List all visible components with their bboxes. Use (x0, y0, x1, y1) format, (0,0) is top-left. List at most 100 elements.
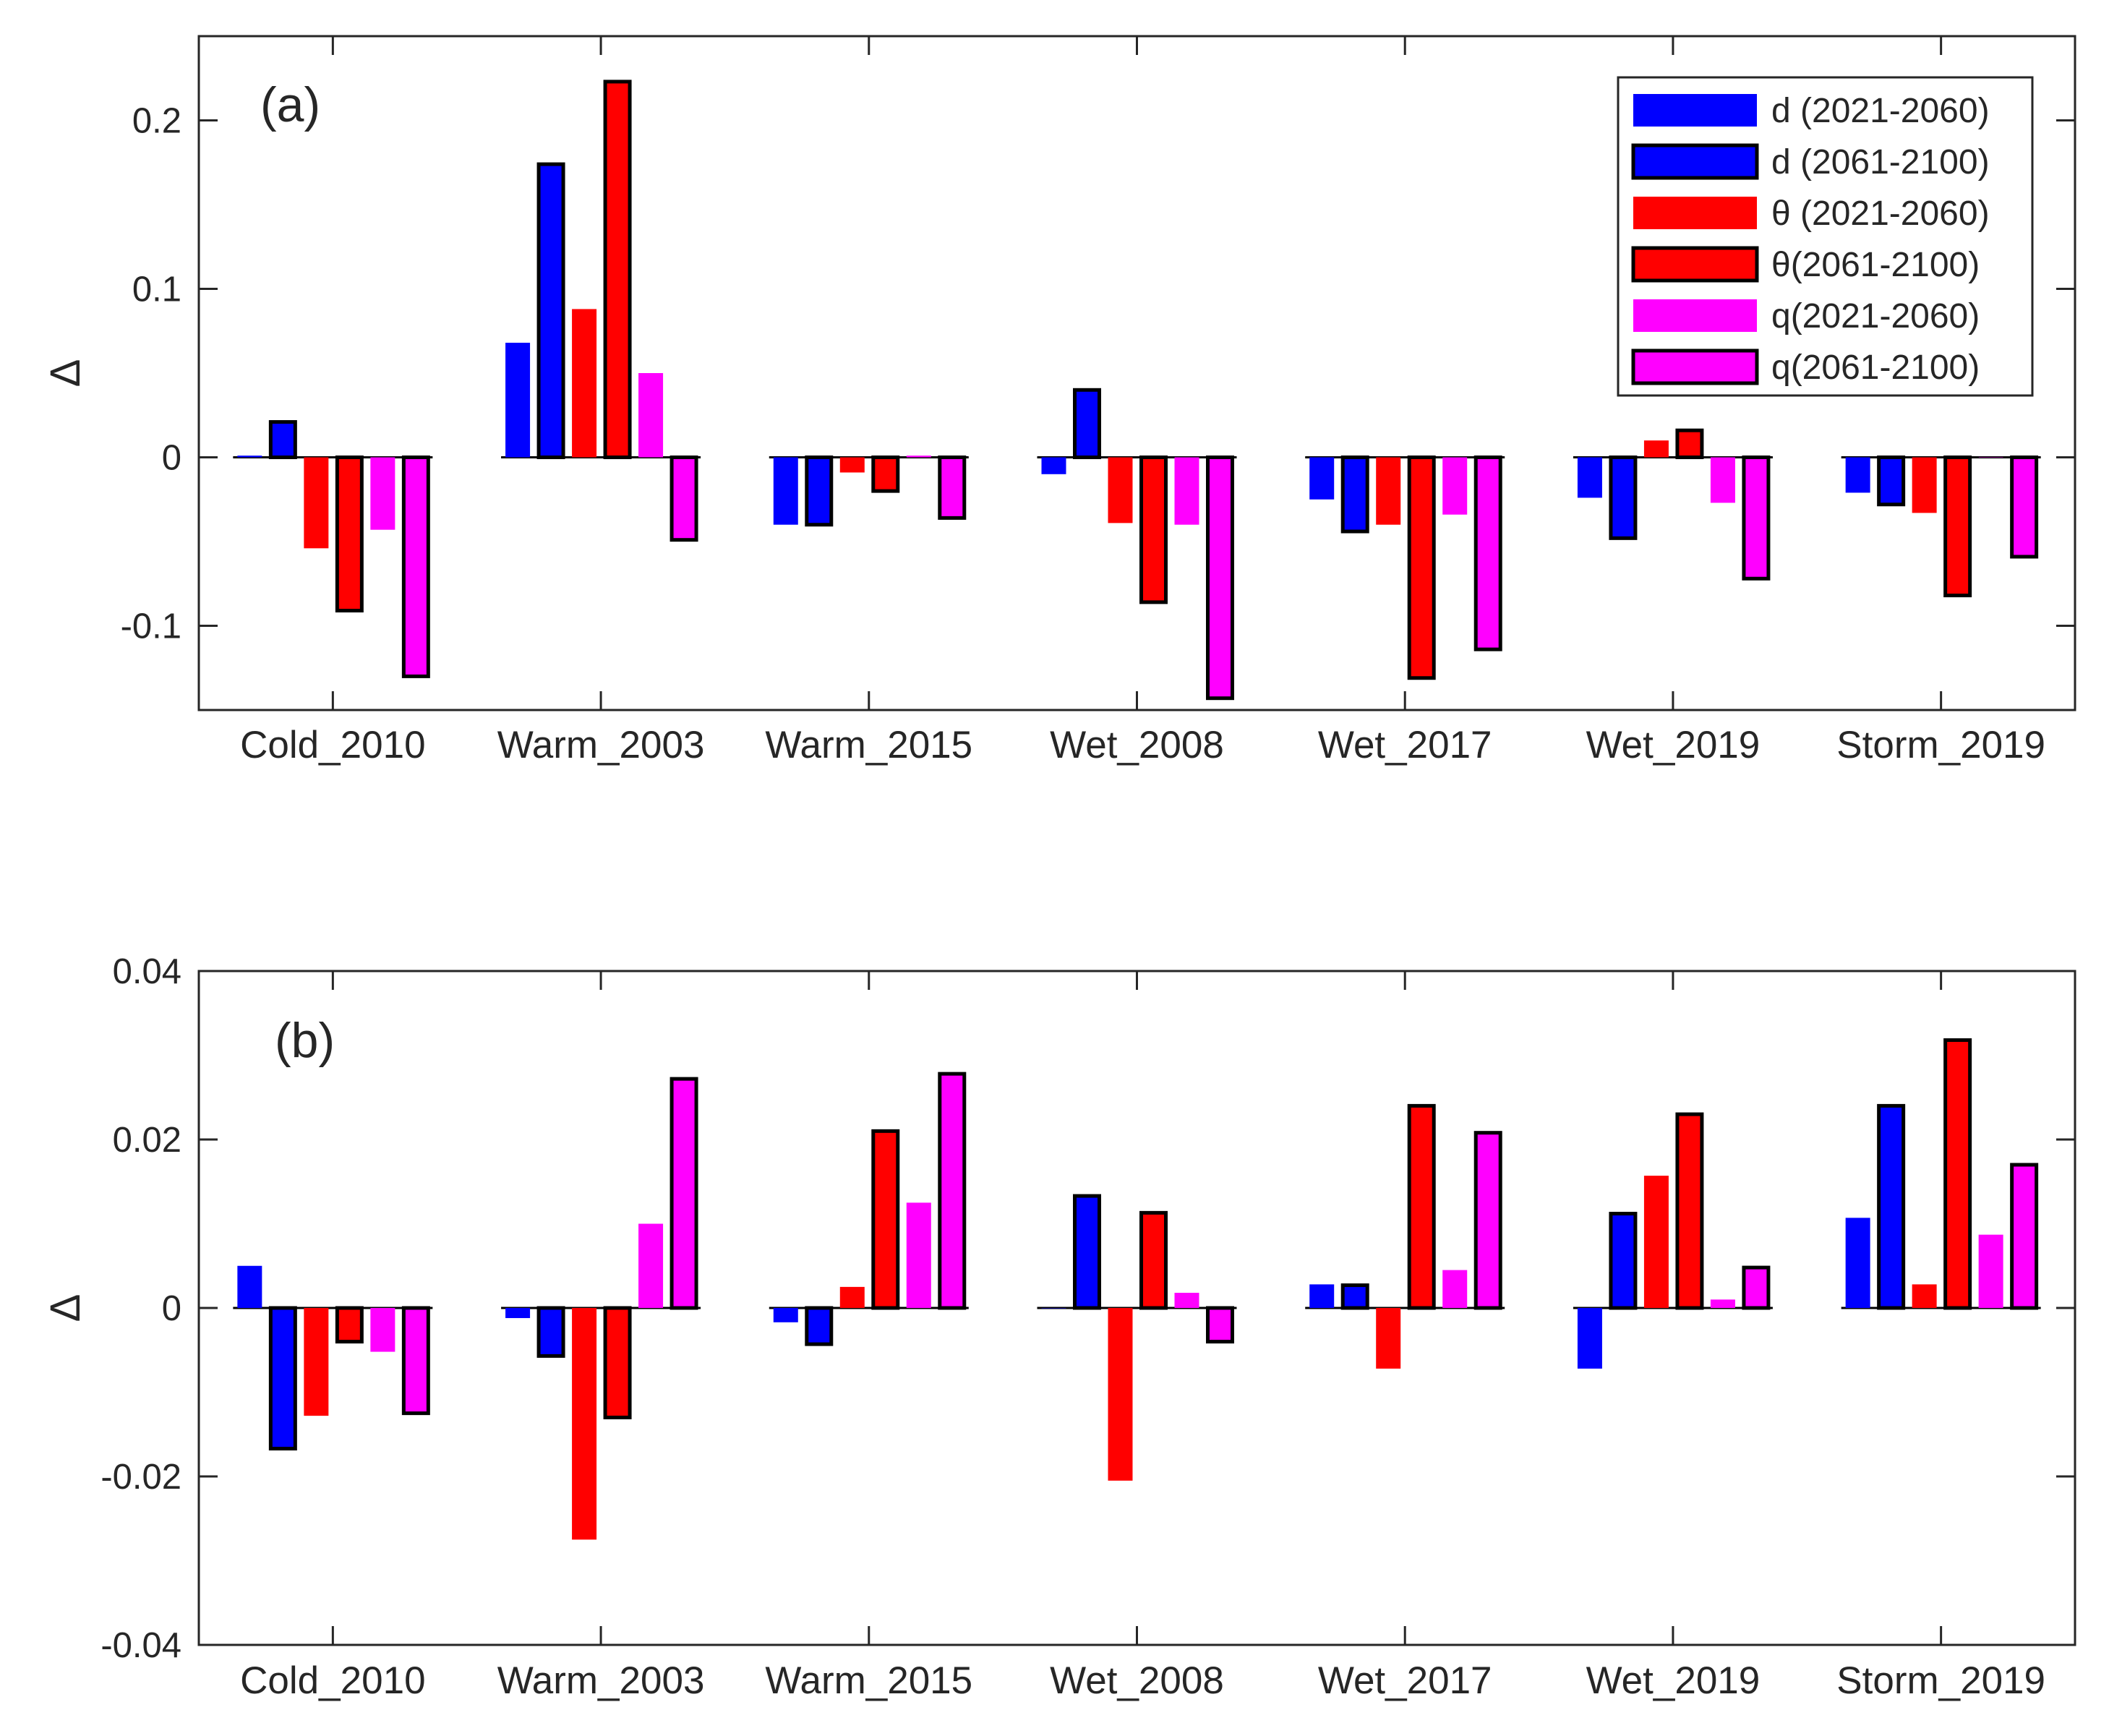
bar (1309, 1284, 1335, 1308)
category-label: Storm_2019 (1836, 724, 2045, 766)
category-label: Wet_2019 (1586, 724, 1761, 766)
bar (1206, 456, 1234, 701)
bar (1376, 457, 1401, 525)
bar (2010, 456, 2039, 559)
bar (670, 456, 698, 542)
bar (572, 1308, 597, 1540)
bar (1609, 1212, 1638, 1310)
bar (370, 457, 395, 530)
bar (1742, 1265, 1771, 1310)
bar (1073, 388, 1101, 459)
bar (1609, 456, 1638, 540)
category-label: Wet_2019 (1586, 1659, 1761, 1702)
bar (1742, 456, 1771, 581)
bar (268, 420, 297, 460)
bar (805, 1306, 834, 1346)
legend-swatch (1633, 299, 1757, 332)
bar (1108, 457, 1133, 523)
axes-box (197, 970, 2076, 1646)
y-axis-label: Δ (42, 1294, 89, 1322)
bar (839, 1286, 865, 1308)
chart-panel-b: -0.04 -0.02 0 0.02 0.04 Cold_2010 Warm_2003 War… (42, 952, 2076, 1702)
bar (1845, 457, 1870, 493)
category-label: Cold_2010 (240, 1659, 425, 1702)
bar (871, 1129, 900, 1310)
bar (1675, 428, 1704, 459)
y-tick-label: -0.1 (121, 607, 181, 646)
bar (1943, 1038, 1972, 1310)
bar (1473, 1131, 1502, 1310)
bar (773, 457, 798, 525)
bar (773, 1308, 798, 1322)
bar (237, 1265, 262, 1308)
bar (2010, 1163, 2039, 1310)
y-tick-label: 0.1 (132, 270, 181, 309)
y-tick-label: 0 (162, 1289, 181, 1328)
bar (1912, 457, 1937, 513)
legend-entry-label: d (2061-2100) (1771, 143, 1990, 181)
bar (536, 162, 565, 460)
category-label: Storm_2019 (1836, 1659, 2045, 1702)
bar (1877, 1103, 1906, 1310)
legend-swatch (1631, 246, 1759, 283)
bar (1376, 1308, 1401, 1369)
bar (1643, 1176, 1669, 1308)
bar (638, 373, 664, 458)
bar (572, 309, 597, 458)
chart-panel-a: -0.1 0 0.1 0.2 Cold_2010 Warm_2003 Warm_2015 We… (42, 35, 2076, 766)
legend: d (2021-2060) d (2061-2100) θ (2021-2060) θ… (1617, 76, 2034, 397)
bar (1206, 1306, 1234, 1344)
y-tick-label: -0.04 (100, 1626, 181, 1665)
category-label: Cold_2010 (240, 724, 425, 766)
legend-swatch (1633, 197, 1757, 229)
bar (638, 1223, 664, 1308)
bar (670, 1077, 698, 1310)
bar (1108, 1308, 1133, 1481)
bar (1174, 457, 1199, 525)
bar (505, 1308, 531, 1318)
bar (938, 1072, 967, 1310)
category-label: Wet_2017 (1318, 1659, 1492, 1702)
bar (1912, 1284, 1937, 1308)
category-label: Warm_2015 (765, 1659, 972, 1702)
bar (1943, 456, 1972, 598)
bar (1407, 456, 1436, 680)
bar (938, 456, 967, 520)
bar (906, 456, 931, 458)
bar (1675, 1112, 1704, 1310)
y-tick-label: -0.02 (100, 1458, 181, 1497)
category-label: Wet_2008 (1050, 1659, 1224, 1702)
bar (1473, 456, 1502, 651)
bar (1340, 456, 1369, 534)
bar (304, 1308, 329, 1416)
bar (603, 80, 632, 460)
bar (1442, 457, 1468, 515)
bar (1340, 1283, 1369, 1310)
category-label: Wet_2017 (1318, 724, 1492, 766)
bar (304, 457, 329, 549)
bar (1041, 457, 1066, 474)
y-tick-label: 0.2 (132, 102, 181, 141)
legend-entry-label: d (2021-2060) (1771, 92, 1990, 130)
category-label: Warm_2015 (765, 724, 972, 766)
legend-entry-label: q(2021-2060) (1771, 297, 1980, 335)
legend-swatch (1631, 349, 1759, 385)
panel-label: (b) (275, 1013, 335, 1068)
bar (871, 456, 900, 493)
bar (1577, 457, 1602, 498)
bar (401, 456, 430, 678)
axes-box (197, 35, 2076, 711)
legend-box (1617, 76, 2034, 397)
legend-swatch (1633, 94, 1757, 127)
bar (603, 1306, 632, 1419)
bar (505, 343, 531, 458)
bar (1577, 1308, 1602, 1369)
bar (1978, 1234, 2003, 1308)
legend-entry-label: q(2061-2100) (1771, 349, 1980, 387)
y-tick-label: 0.02 (113, 1121, 181, 1160)
bar (335, 1306, 364, 1344)
bar (536, 1306, 565, 1358)
bar (1877, 456, 1906, 507)
bar (1710, 457, 1735, 503)
